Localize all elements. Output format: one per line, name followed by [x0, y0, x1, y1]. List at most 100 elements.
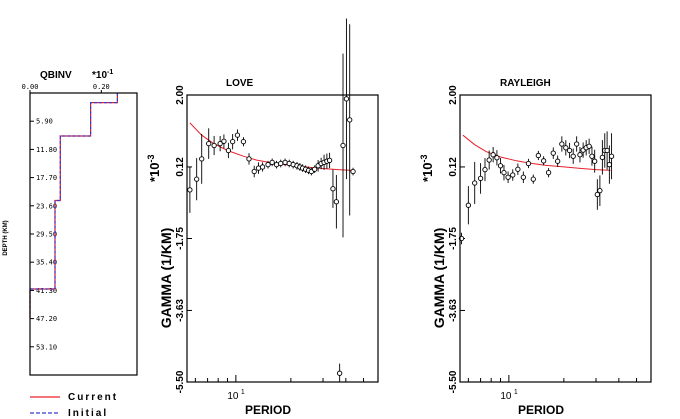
qbinv-series-initial: [29, 93, 119, 318]
love-multiplier-exp: -3: [146, 154, 156, 162]
rayleigh-data-point: [525, 160, 532, 167]
rayleigh-x-ticks: 10 1: [467, 375, 652, 402]
legend: Current Initial: [30, 392, 118, 419]
love-data-point: [234, 132, 241, 138]
rayleigh-data-point: [606, 161, 613, 168]
qbinv-y-tick-label: 11.80: [36, 146, 57, 154]
rayleigh-data-point: [540, 158, 547, 164]
love-data-point: [229, 139, 236, 145]
rayleigh-data-point: [490, 152, 496, 158]
love-panel: LOVE 2.00 0.12 -1.75 -3.63 -5.50 10 1 GAMMA (…: [146, 18, 379, 417]
rayleigh-data-point: [604, 147, 610, 154]
rayleigh-data-point: [497, 163, 504, 169]
rayleigh-data-point: [494, 155, 500, 161]
love-data-point: [278, 160, 284, 167]
legend-current-label: Current: [68, 392, 118, 403]
love-data-point: [211, 142, 217, 149]
love-model-line: [189, 122, 352, 171]
rayleigh-data-point: [545, 170, 552, 176]
rayleigh-data-point: [520, 174, 526, 180]
rayleigh-multiplier-exp: -3: [419, 154, 429, 162]
love-data-points: [187, 18, 356, 382]
rayleigh-title: RAYLEIGH: [500, 78, 551, 89]
qbinv-ylabel: DEPTH (KM): [3, 220, 9, 255]
love-data-point: [337, 370, 343, 376]
love-data-point: [350, 168, 356, 175]
rayleigh-multiplier-base: *10: [420, 162, 435, 182]
rayleigh-frame: [459, 94, 652, 383]
rayleigh-ylabel: GAMMA (1/KM): [431, 228, 447, 329]
rayleigh-y-tick-label: -5.50: [448, 370, 459, 393]
love-data-point: [221, 138, 227, 144]
qbinv-y-tick-label: 29.50: [36, 231, 57, 239]
rayleigh-data-point: [535, 152, 541, 159]
love-y-tick-label: 2.00: [175, 85, 186, 105]
rayleigh-data-point: [608, 153, 615, 159]
qbinv-multiplier: *10-1: [92, 69, 113, 81]
rayleigh-data-point: [589, 153, 595, 159]
love-data-point: [240, 139, 247, 145]
rayleigh-data-point: [472, 180, 478, 186]
qbinv-y-ticks: 5.90 11.80 17.70 23.60 29.50 35.40 41.30 47.20 5…: [30, 118, 57, 351]
love-data-point: [187, 187, 193, 193]
rayleigh-panel: RAYLEIGH 2.00 0.12 -1.75 -3.63 -5.50 10 1 GAM…: [419, 78, 652, 417]
rayleigh-multiplier: *10-3: [419, 154, 435, 182]
love-xlabel: PERIOD: [245, 403, 291, 417]
rayleigh-data-point: [501, 170, 507, 176]
qbinv-y-tick-label: 35.40: [36, 259, 57, 267]
qbinv-title: QBINV: [40, 70, 72, 81]
love-data-point: [347, 117, 353, 123]
qbinv-multiplier-exp: -1: [107, 69, 113, 76]
qbinv-y-tick-label: 23.60: [36, 202, 57, 210]
love-data-point: [326, 157, 333, 164]
rayleigh-data-points: [458, 131, 615, 245]
qbinv-y-tick-label: 53.10: [36, 343, 57, 351]
rayleigh-data-point: [566, 147, 573, 154]
love-data-point: [330, 186, 336, 192]
rayleigh-data-point: [482, 166, 488, 173]
love-x-tick-label: 10: [227, 391, 239, 402]
rayleigh-y-tick-label: -3.63: [448, 299, 459, 322]
love-y-ticks: 2.00 0.12 -1.75 -3.63 -5.50: [175, 85, 192, 393]
rayleigh-y-tick-label: -1.75: [448, 227, 459, 250]
love-data-point: [206, 140, 212, 147]
love-data-point: [312, 166, 318, 172]
rayleigh-data-point: [586, 143, 592, 149]
rayleigh-xlabel: PERIOD: [518, 403, 564, 417]
legend-initial-label: Initial: [68, 408, 108, 419]
qbinv-panel: QBINV *10-1 0.00 0.20 5.90 11.80 17.70 23.60…: [3, 69, 138, 376]
qbinv-multiplier-base: *10: [92, 70, 107, 81]
qbinv-x-tick-label: 0.20: [93, 83, 110, 91]
rayleigh-data-point: [477, 175, 484, 182]
love-model-curve: [189, 122, 352, 171]
qbinv-y-tick-label: 41.30: [36, 287, 57, 295]
rayleigh-data-point: [577, 152, 583, 158]
love-frame: [186, 94, 379, 383]
qbinv-x-tick-label: 0.00: [22, 83, 39, 91]
rayleigh-data-point: [597, 188, 603, 194]
rayleigh-data-point: [465, 202, 472, 208]
love-data-point: [259, 164, 266, 170]
rayleigh-data-point: [505, 174, 511, 180]
rayleigh-x-tick-exponent: 1: [514, 389, 518, 396]
love-data-point: [225, 147, 232, 154]
rayleigh-data-point: [530, 176, 536, 182]
love-x-tick-exponent: 1: [241, 389, 245, 396]
rayleigh-data-point: [555, 158, 561, 164]
love-title: LOVE: [226, 78, 254, 89]
rayleigh-y-tick-label: 0.12: [448, 157, 459, 177]
love-y-tick-label: -1.75: [175, 227, 186, 250]
love-data-point: [246, 156, 252, 162]
qbinv-frame: [29, 92, 138, 376]
love-y-tick-label: -3.63: [175, 299, 186, 322]
love-data-point: [273, 161, 280, 168]
love-data-point: [199, 156, 205, 162]
qbinv-x-ticks: 0.00 0.20: [22, 83, 110, 93]
rayleigh-x-tick-label: 10: [500, 391, 512, 402]
love-data-point: [333, 199, 340, 205]
rayleigh-data-point: [563, 145, 569, 151]
rayleigh-data-point: [559, 141, 565, 147]
rayleigh-data-point: [550, 150, 556, 156]
rayleigh-data-point: [573, 141, 580, 147]
